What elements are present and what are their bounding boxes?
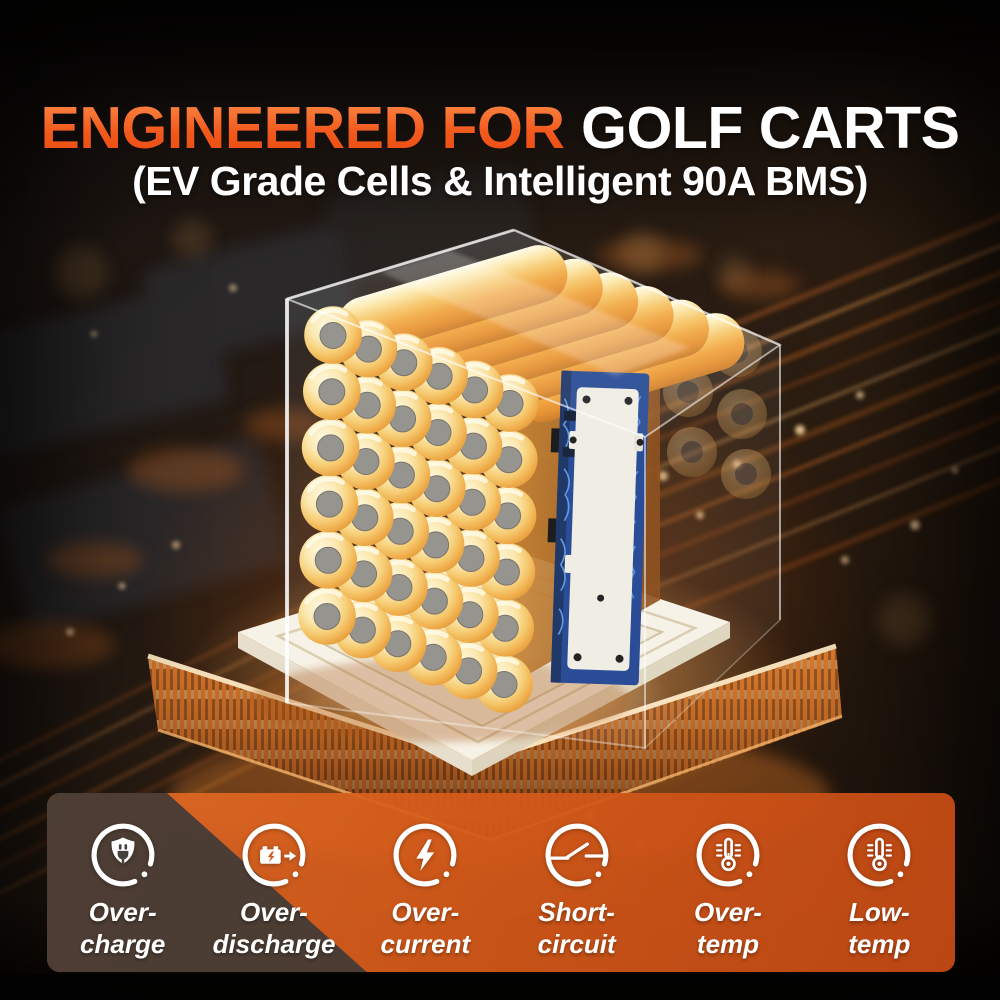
feature-label: Short- circuit: [537, 897, 616, 959]
feature-over-current: Over- current: [350, 793, 501, 972]
bottom-strip: [0, 974, 1000, 1000]
shield-plug-icon: [91, 823, 155, 887]
feature-label: Over- temp: [694, 897, 762, 959]
feature-over-temp: Over- temp: [652, 793, 803, 972]
feature-label: Over- discharge: [212, 897, 336, 959]
thermometer-low-icon: [847, 823, 911, 887]
headline: ENGINEERED FOR GOLF CARTS: [0, 94, 1000, 162]
feature-panel: Over- charge Over- discharge: [47, 793, 955, 972]
headline-rest: GOLF CARTS: [581, 95, 960, 161]
subtitle: (EV Grade Cells & Intelligent 90A BMS): [132, 158, 868, 204]
feature-over-charge: Over- charge: [47, 793, 198, 972]
feature-list: Over- charge Over- discharge: [47, 793, 955, 972]
feature-label: Over- charge: [80, 897, 166, 959]
feature-label: Over- current: [380, 897, 471, 959]
battery-discharge-icon: [242, 823, 306, 887]
headline-accent: ENGINEERED FOR: [40, 95, 565, 161]
lightning-icon: [393, 823, 457, 887]
thermometer-hot-icon: [696, 823, 760, 887]
feature-label: Low- temp: [848, 897, 911, 959]
feature-short-circuit: Short- circuit: [501, 793, 652, 972]
feature-low-temp: Low- temp: [804, 793, 955, 972]
feature-over-discharge: Over- discharge: [198, 793, 349, 972]
open-switch-icon: [545, 823, 609, 887]
